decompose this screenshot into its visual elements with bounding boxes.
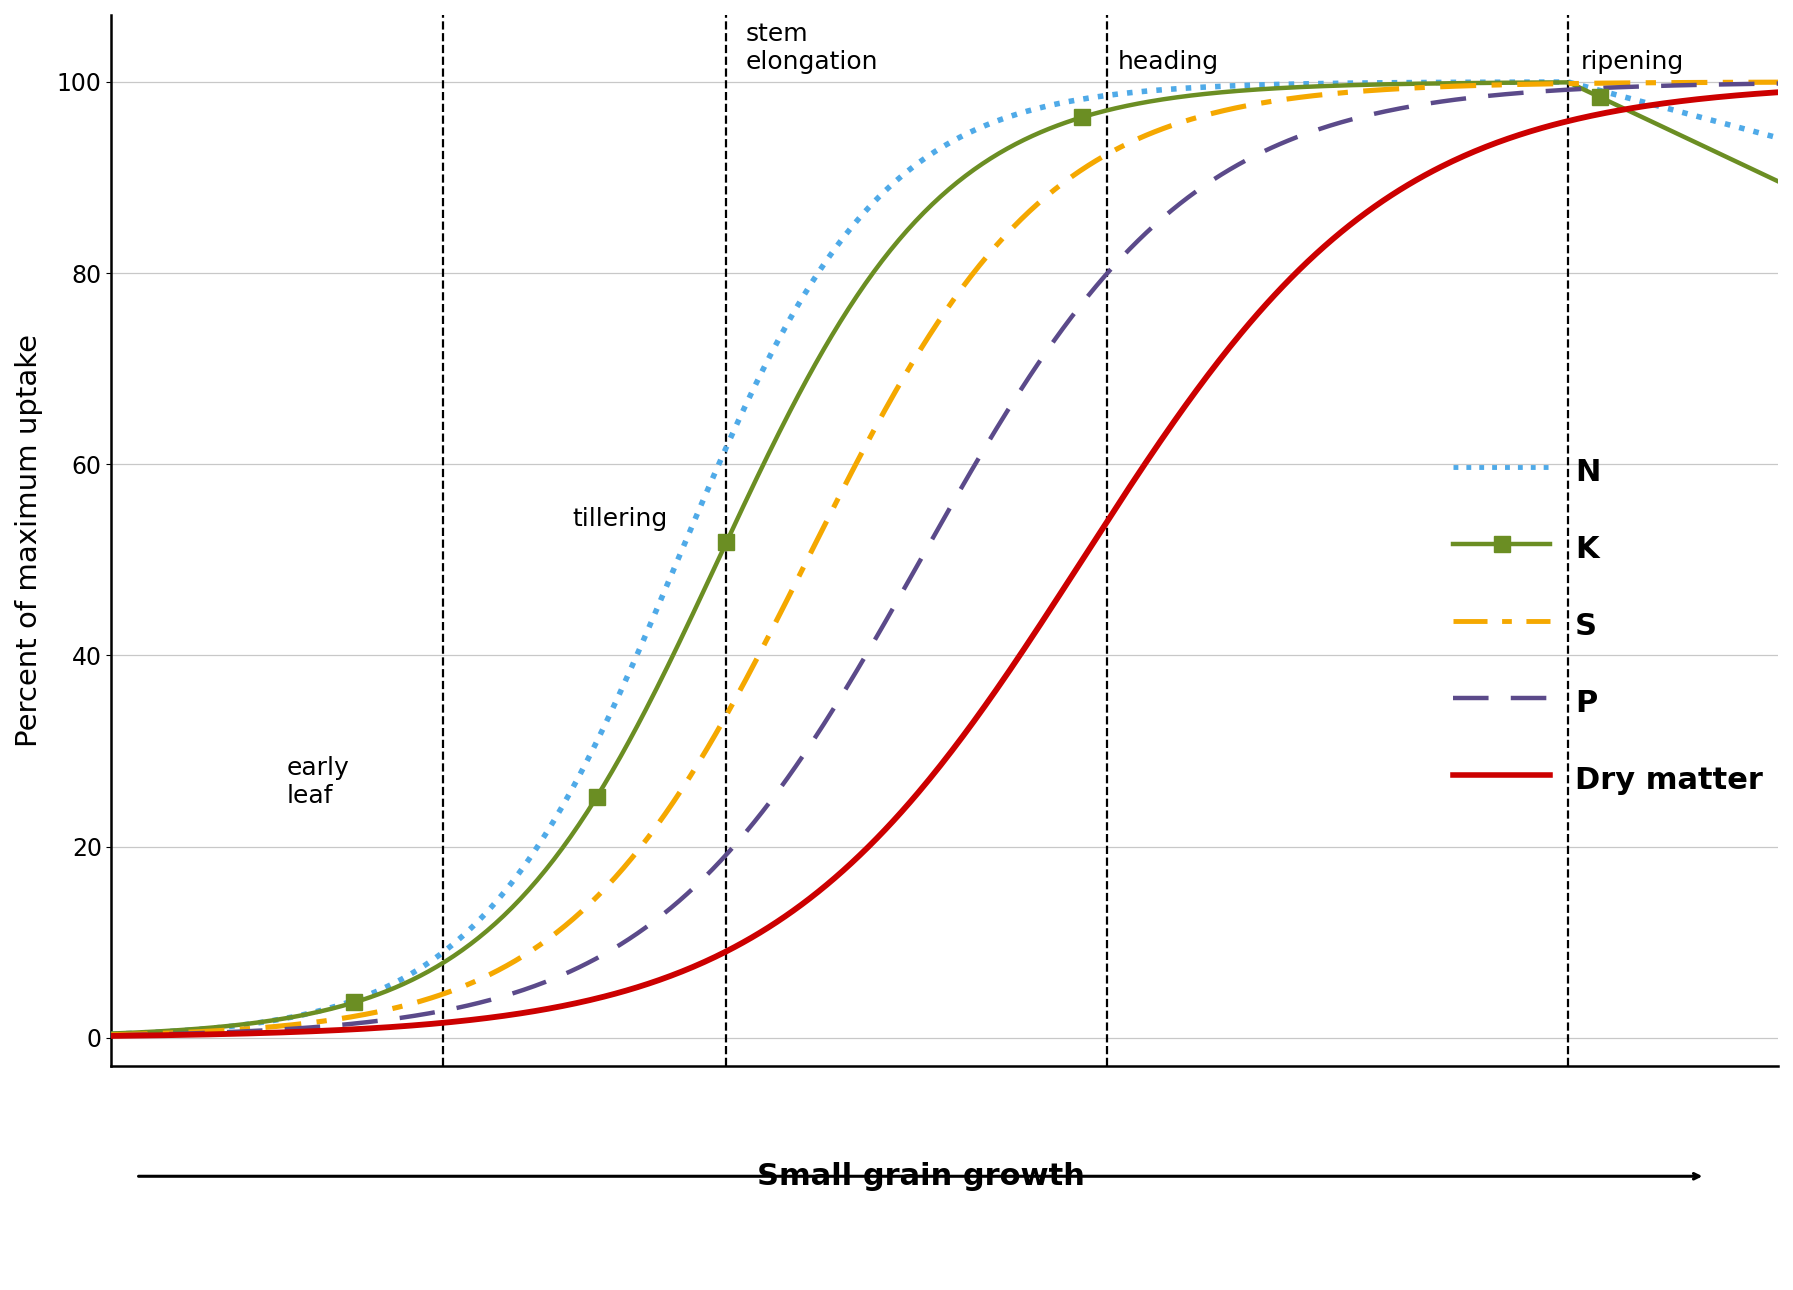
Text: stem
elongation: stem elongation: [746, 22, 879, 75]
Legend: N, K, S, P, Dry matter: N, K, S, P, Dry matter: [1452, 453, 1763, 797]
Text: early
leaf: early leaf: [287, 756, 350, 809]
Text: tillering: tillering: [572, 507, 667, 531]
Y-axis label: Percent of maximum uptake: Percent of maximum uptake: [14, 334, 43, 747]
Text: ripening: ripening: [1581, 50, 1684, 75]
Text: Small grain growth: Small grain growth: [757, 1162, 1085, 1191]
Text: heading: heading: [1117, 50, 1219, 75]
